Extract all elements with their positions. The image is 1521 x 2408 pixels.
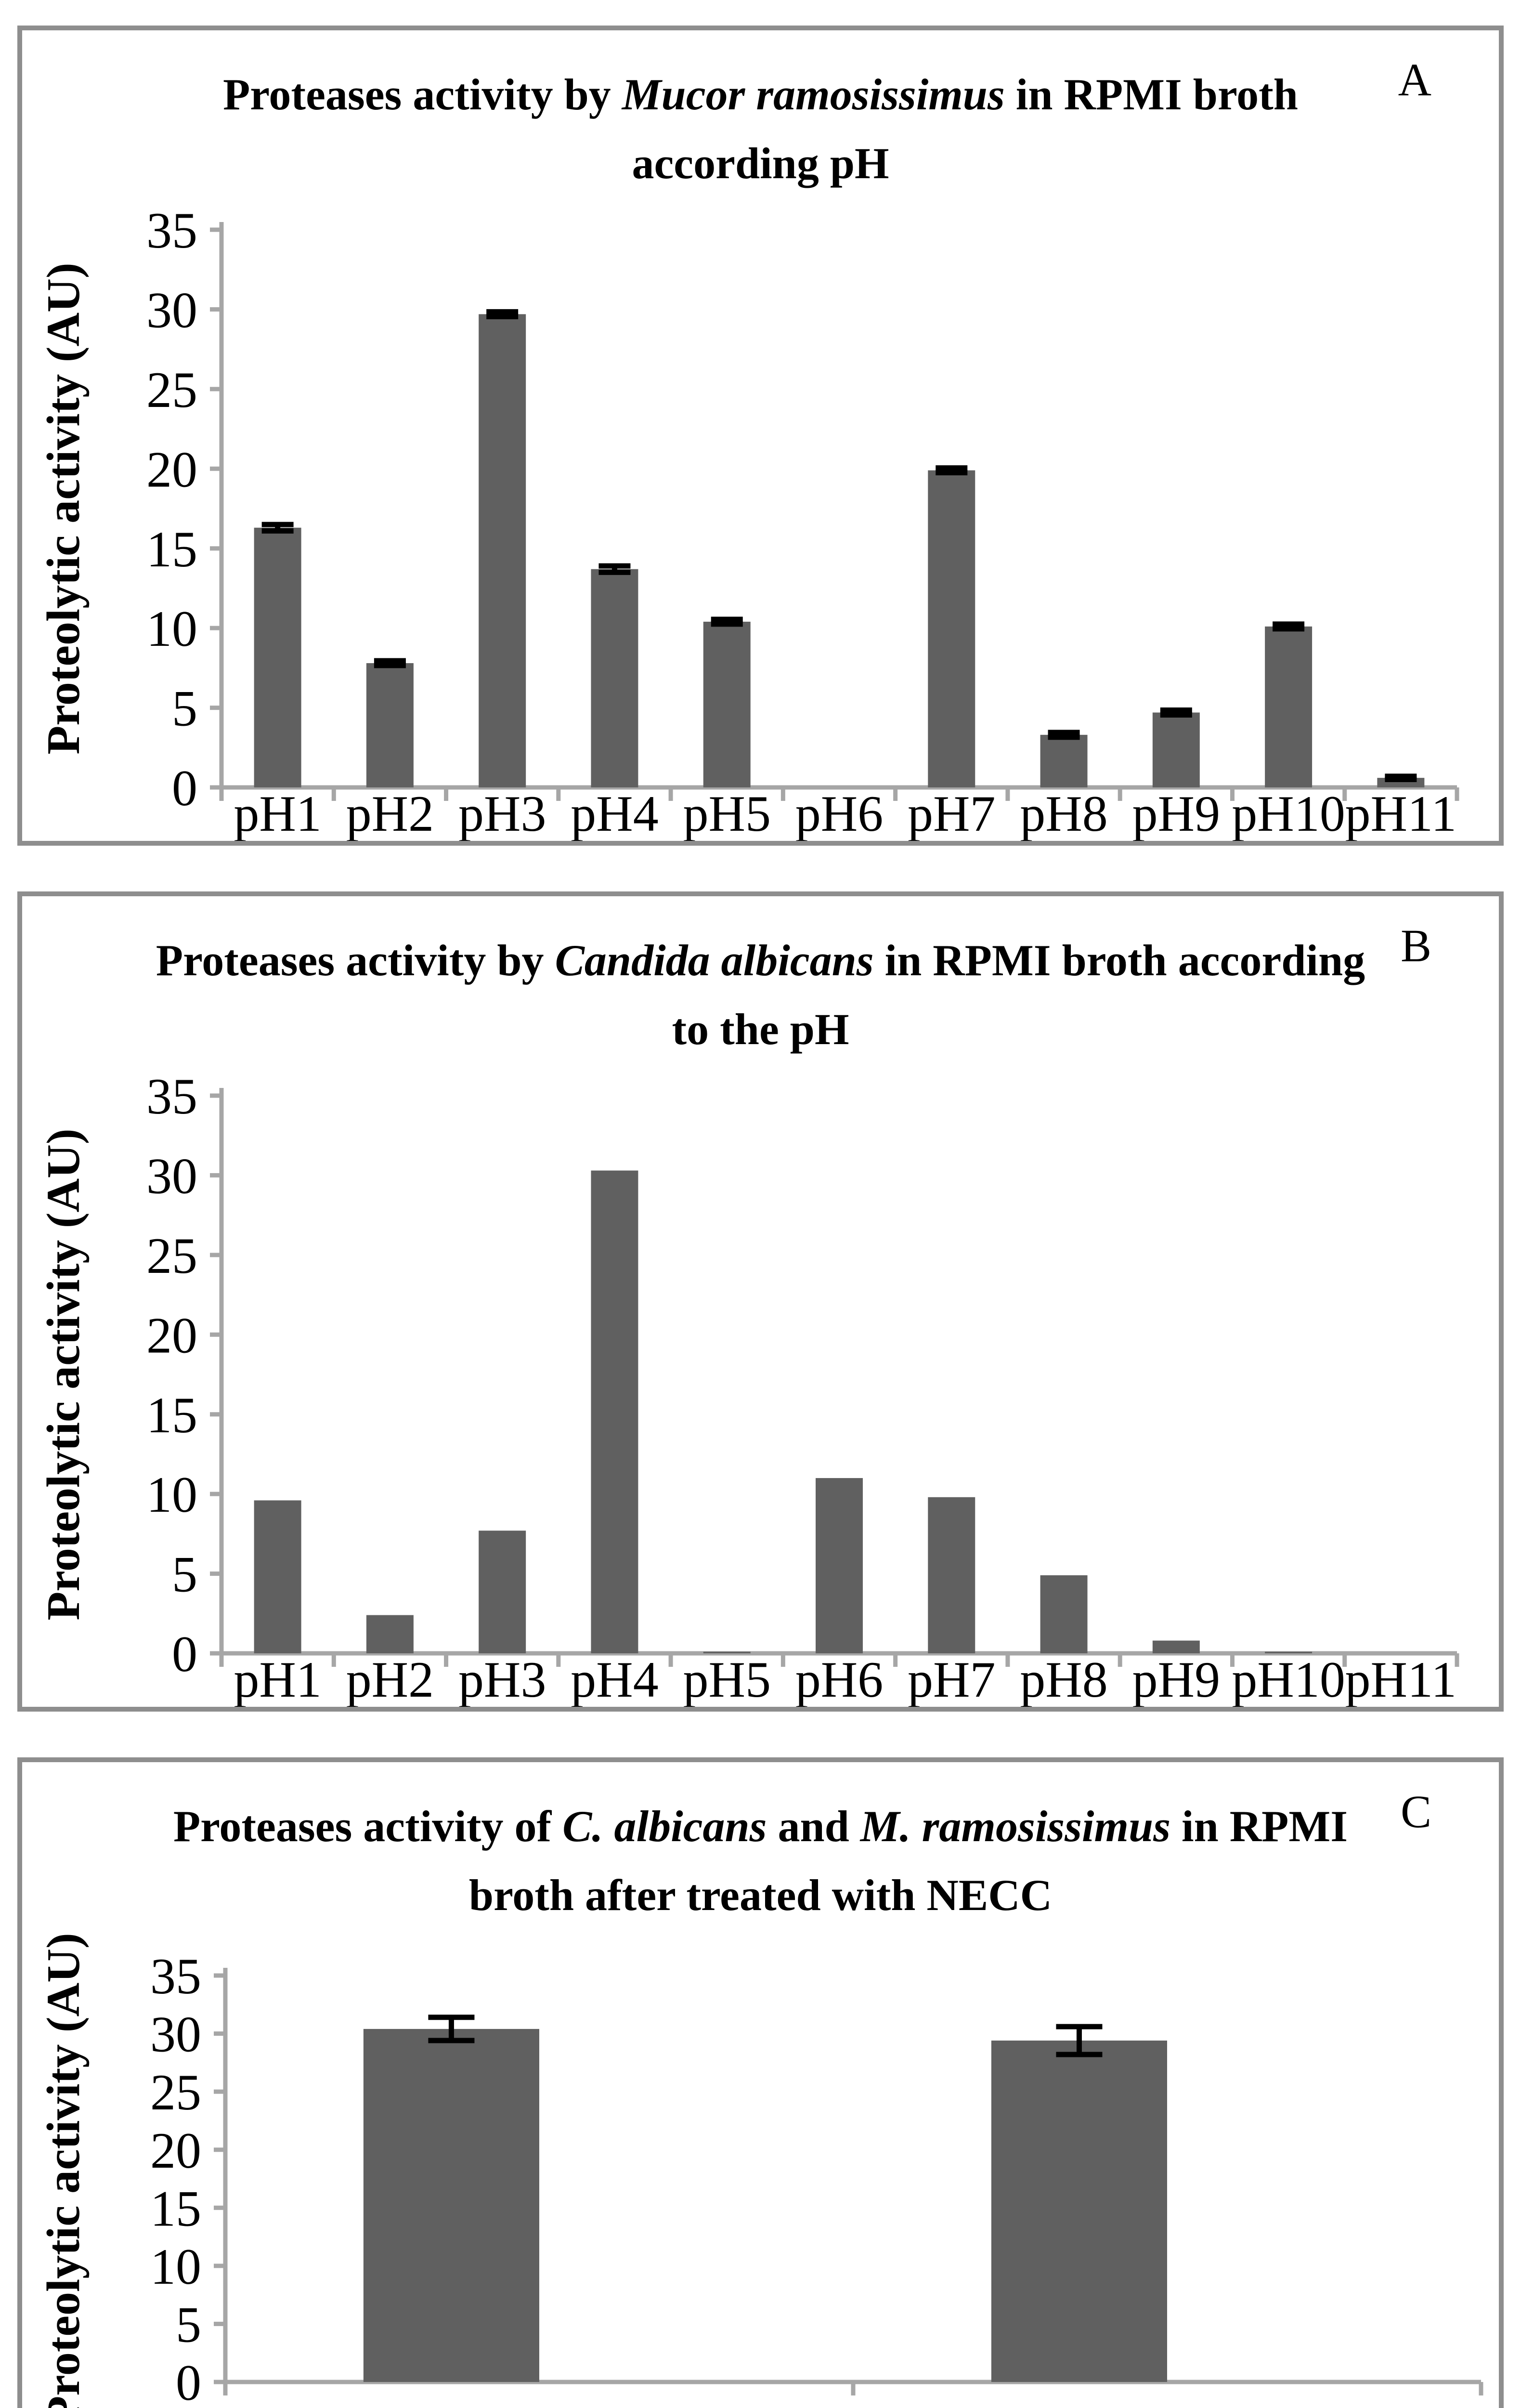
x-category-label: pH1 [234, 785, 322, 841]
x-category-label: pH11 [1345, 1651, 1457, 1707]
y-tick-label: 25 [150, 2064, 201, 2120]
x-category-label: pH2 [346, 1651, 434, 1707]
title-segment: in RPMI broth after treated with NECC [468, 1802, 1348, 1920]
y-tick-label: 10 [146, 1466, 197, 1523]
y-tick-label: 20 [150, 2122, 201, 2179]
panel-b-bar-chart: 0 5 10 15 20 25 30 35 pH1 pH2 pH3 pH4 pH5 pH6 pH7 pH8 pH… [38, 1068, 1459, 1707]
y-axis-title: Proteolytic activity (AU) [38, 1128, 90, 1620]
bar-proteolytic activity-pH6 [816, 1478, 863, 1653]
bar-proteolytic activity-pH3 [479, 1531, 526, 1653]
panel-b-letter: B [1400, 920, 1431, 971]
panel-c-bar-chart: 05101520253035C. albicansM. ramosissimus… [38, 1933, 1483, 2408]
bar-proteolytic activity-pH10 [1265, 1651, 1313, 1653]
y-tick-label: 10 [150, 2238, 201, 2295]
bar-proteolytic activity-pH5 [703, 1651, 751, 1653]
x-category-label: pH6 [795, 785, 884, 841]
bar-proteolytic activity-pH2 [366, 663, 414, 787]
bar-proteolytic activity-pH4 [591, 1170, 638, 1653]
y-tick-label: 15 [146, 1387, 197, 1443]
bar-proteolytic activity-pH9 [1152, 1640, 1200, 1653]
bar-proteolytic activity-pH9 [1152, 712, 1200, 787]
y-tick-label: 20 [146, 441, 197, 497]
x-category-label: pH10 [1232, 1651, 1345, 1707]
panel-c-title: Proteases activity of C. albicans and M.… [145, 1792, 1376, 1929]
panel-a-bar-chart: 0 5 10 15 20 25 30 35 pH1 pH2 pH3 pH4 pH5 pH6 pH7 pH8 pH… [38, 202, 1459, 841]
bar-proteolytic activity-pH7 [928, 1497, 975, 1653]
bar-proteolytic activity-pH4 [591, 569, 638, 787]
panel-a: A Proteases activity by Mucor ramosissim… [17, 26, 1504, 846]
x-category-label: pH2 [346, 785, 434, 841]
x-category-label: pH11 [1345, 785, 1457, 841]
y-tick-label: 5 [172, 681, 197, 737]
x-category-label: pH6 [795, 1651, 884, 1707]
bar-control-M. ramosissimus [991, 2041, 1167, 2382]
bar-proteolytic activity-pH2 [366, 1615, 414, 1653]
y-tick-label: 10 [146, 601, 197, 657]
title-segment: Proteases activity by [156, 936, 555, 985]
x-category-label: pH3 [458, 785, 546, 841]
title-segment: and [767, 1802, 860, 1851]
bar-proteolytic activity-pH8 [1040, 734, 1088, 787]
y-tick-label: 30 [146, 282, 197, 339]
title-segment: Proteases activity of [173, 1802, 563, 1851]
y-tick-label: 35 [150, 1948, 201, 2004]
y-tick-label: 25 [146, 1228, 197, 1284]
x-category-label: pH9 [1132, 1651, 1221, 1707]
bar-control-C. albicans [363, 2028, 539, 2382]
title-italic-segment: M. ramosissimus [860, 1802, 1171, 1851]
panel-b-title: Proteases activity by Candida albicans i… [145, 926, 1376, 1063]
panel-b: B Proteases activity by Candida albicans… [17, 891, 1504, 1712]
x-category-label: pH7 [908, 785, 996, 841]
x-category-label: pH5 [683, 785, 771, 841]
title-segment: in RPMI broth according pH [632, 70, 1298, 188]
x-category-label: pH4 [571, 785, 659, 841]
bar-proteolytic activity-pH1 [254, 527, 301, 787]
y-axis-title: Proteolytic activity (AU) [38, 262, 90, 754]
panel-a-letter: A [1398, 54, 1431, 105]
panel-c-letter: C [1400, 1786, 1431, 1837]
figure-proteases-activity: A Proteases activity by Mucor ramosissim… [17, 26, 1504, 2408]
bar-proteolytic activity-pH7 [928, 470, 975, 787]
bar-proteolytic activity-pH8 [1040, 1575, 1088, 1653]
y-tick-label: 35 [146, 1068, 197, 1125]
y-tick-label: 30 [150, 2006, 201, 2063]
x-category-label: pH5 [683, 1651, 771, 1707]
title-segment: Proteases activity by [223, 70, 622, 119]
y-axis-title: Proteolytic activity (AU) [38, 1933, 90, 2408]
title-segment: in RPMI broth according to the pH [672, 936, 1365, 1054]
y-tick-label: 0 [172, 760, 197, 816]
title-italic-segment: Candida albicans [555, 936, 874, 985]
x-category-label: pH3 [458, 1651, 546, 1707]
bar-proteolytic activity-pH5 [703, 621, 751, 787]
bar-proteolytic activity-pH10 [1265, 626, 1313, 787]
panel-a-title: Proteases activity by Mucor ramosissimus… [145, 60, 1376, 197]
y-tick-label: 15 [146, 521, 197, 577]
x-category-label: pH8 [1020, 1651, 1108, 1707]
y-tick-label: 0 [172, 1626, 197, 1682]
y-tick-label: 25 [146, 362, 197, 418]
y-tick-label: 0 [176, 2355, 201, 2408]
y-tick-label: 5 [176, 2297, 201, 2353]
y-tick-label: 30 [146, 1148, 197, 1204]
x-category-label: pH4 [571, 1651, 659, 1707]
x-category-label: pH1 [234, 1651, 322, 1707]
panel-c: C Proteases activity of C. albicans and … [17, 1757, 1504, 2408]
x-category-label: pH7 [908, 1651, 996, 1707]
x-category-label: pH9 [1132, 785, 1221, 841]
title-italic-segment: Mucor ramosissimus [622, 70, 1005, 119]
x-category-label: pH10 [1232, 785, 1345, 841]
bar-proteolytic activity-pH1 [254, 1500, 301, 1653]
title-italic-segment: C. albicans [562, 1802, 767, 1851]
y-tick-label: 15 [150, 2180, 201, 2237]
y-tick-label: 20 [146, 1307, 197, 1363]
x-category-label: pH8 [1020, 785, 1108, 841]
y-tick-label: 5 [172, 1546, 197, 1603]
bar-proteolytic activity-pH3 [479, 314, 526, 787]
y-tick-label: 35 [146, 202, 197, 259]
